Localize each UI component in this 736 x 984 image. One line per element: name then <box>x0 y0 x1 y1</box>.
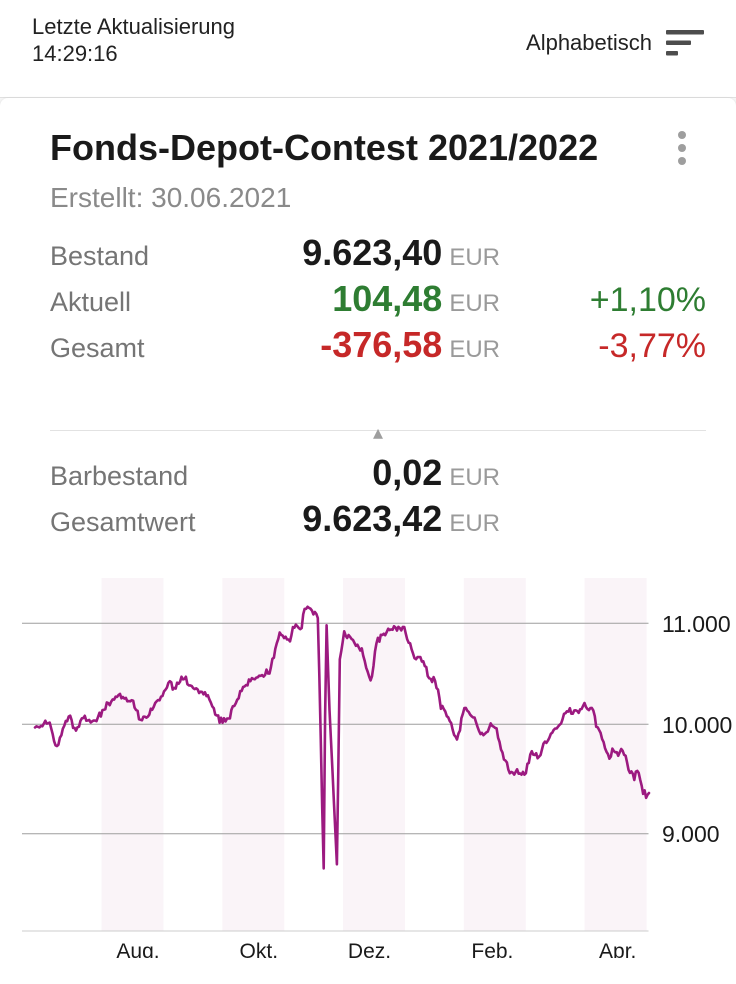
svg-text:Aug.: Aug. <box>116 940 159 958</box>
svg-text:Okt.: Okt. <box>240 940 279 958</box>
svg-text:9.000: 9.000 <box>662 821 720 847</box>
svg-text:11.000: 11.000 <box>662 611 731 637</box>
svg-text:Dez.: Dez. <box>348 940 391 958</box>
svg-text:10.000: 10.000 <box>662 712 732 738</box>
svg-text:Feb.: Feb. <box>471 940 513 958</box>
svg-text:Apr.: Apr. <box>599 940 636 958</box>
